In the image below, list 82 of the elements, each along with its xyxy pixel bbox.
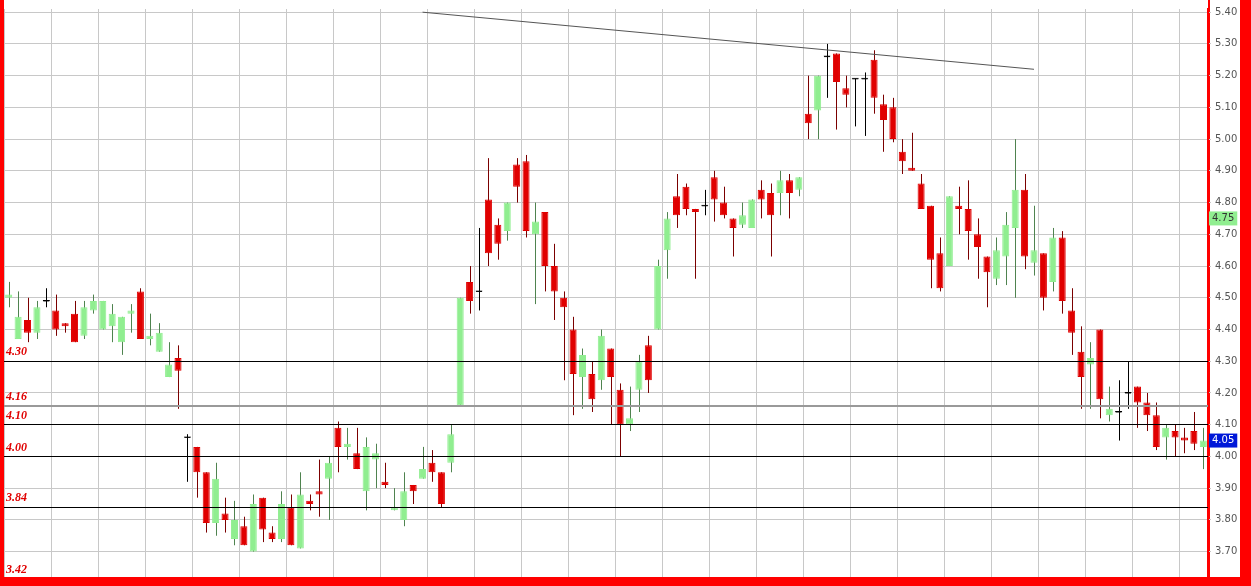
candlestick xyxy=(419,446,427,480)
y-tick-label: 5.40 xyxy=(1215,5,1238,17)
candlestick xyxy=(108,303,116,343)
y-tick-label: 5.20 xyxy=(1215,69,1238,81)
candlestick xyxy=(353,427,361,470)
candlestick xyxy=(1190,411,1198,451)
candlestick xyxy=(494,217,502,261)
y-tick-label: 4.80 xyxy=(1215,196,1238,208)
y-tick-label: 4.20 xyxy=(1215,386,1238,398)
candlestick xyxy=(720,186,728,219)
candlestick xyxy=(1068,287,1076,356)
candlestick xyxy=(673,173,681,229)
y-tick-label: 3.70 xyxy=(1215,545,1238,557)
candlestick xyxy=(1171,424,1179,457)
candlestick xyxy=(1199,427,1207,470)
candlestick xyxy=(221,497,229,534)
ref-line-label: 4.16 xyxy=(5,388,27,403)
candlestick xyxy=(1030,205,1038,277)
annotation: 4.75 xyxy=(1212,212,1235,224)
y-tick-label: 5.30 xyxy=(1215,37,1238,49)
candlestick xyxy=(531,202,539,305)
candlestick xyxy=(776,170,784,216)
y-tick-label: 3.90 xyxy=(1215,481,1238,493)
y-tick-label: 4.30 xyxy=(1215,354,1238,366)
candlestick xyxy=(155,322,163,353)
y-tick-label: 5.00 xyxy=(1215,132,1238,144)
candlestick xyxy=(1162,424,1170,461)
candlestick xyxy=(1133,386,1141,429)
candlestick xyxy=(560,290,568,381)
candlestick xyxy=(588,360,596,413)
y-tick-label: 4.60 xyxy=(1215,259,1238,271)
ref-line-label: 4.30 xyxy=(5,344,27,359)
candlestick xyxy=(127,303,135,334)
candlestick xyxy=(23,297,32,343)
candlestick xyxy=(974,217,982,280)
y-tick-label: 4.00 xyxy=(1215,450,1238,462)
candlestick xyxy=(917,173,925,210)
y-tick-label: 4.50 xyxy=(1215,291,1238,303)
candlestick xyxy=(983,256,991,308)
candlestick xyxy=(898,138,906,175)
candlestick xyxy=(767,183,775,258)
candlestick xyxy=(513,157,521,204)
candlestick xyxy=(372,443,380,489)
candlestick xyxy=(804,75,812,140)
annotation: 4.05 xyxy=(1212,434,1235,446)
ref-line-label: 4.00 xyxy=(5,439,27,454)
y-tick-label: 4.10 xyxy=(1215,418,1238,430)
candlestick xyxy=(1180,427,1189,454)
y-tick-label: 4.40 xyxy=(1215,323,1238,335)
ref-line-label: 4.10 xyxy=(5,407,27,422)
candlestick xyxy=(550,243,558,321)
annotation: 3.42 xyxy=(5,562,27,577)
candlestick xyxy=(729,217,737,258)
candlestick xyxy=(193,446,201,499)
candlestick xyxy=(14,290,22,340)
candlestick xyxy=(334,421,342,473)
candlestick xyxy=(428,449,436,483)
candlestick xyxy=(240,516,248,546)
candlestick xyxy=(1077,325,1085,410)
y-tick-label: 4.90 xyxy=(1215,164,1238,176)
candlestick xyxy=(842,75,850,108)
candlestick xyxy=(682,183,690,216)
candlestick xyxy=(466,265,474,315)
candlestick xyxy=(785,173,793,219)
candlestick xyxy=(52,294,60,337)
candlestick xyxy=(324,455,333,521)
y-tick-label: 4.70 xyxy=(1215,227,1238,239)
candlestick xyxy=(1105,386,1113,423)
candlestick xyxy=(757,179,765,219)
candlestick xyxy=(230,500,238,546)
y-tick-label: 3.80 xyxy=(1215,513,1238,525)
candlestick xyxy=(964,179,972,261)
candlestick xyxy=(710,170,718,223)
y-tick-label: 5.10 xyxy=(1215,100,1238,112)
candlestick xyxy=(475,227,483,311)
candlestick xyxy=(879,94,888,153)
candlestick xyxy=(625,386,634,432)
ref-line-label: 3.84 xyxy=(5,490,27,505)
candlestick xyxy=(738,202,746,229)
candlestick xyxy=(165,341,173,378)
candlestick xyxy=(33,300,41,340)
candlestick xyxy=(118,316,126,356)
